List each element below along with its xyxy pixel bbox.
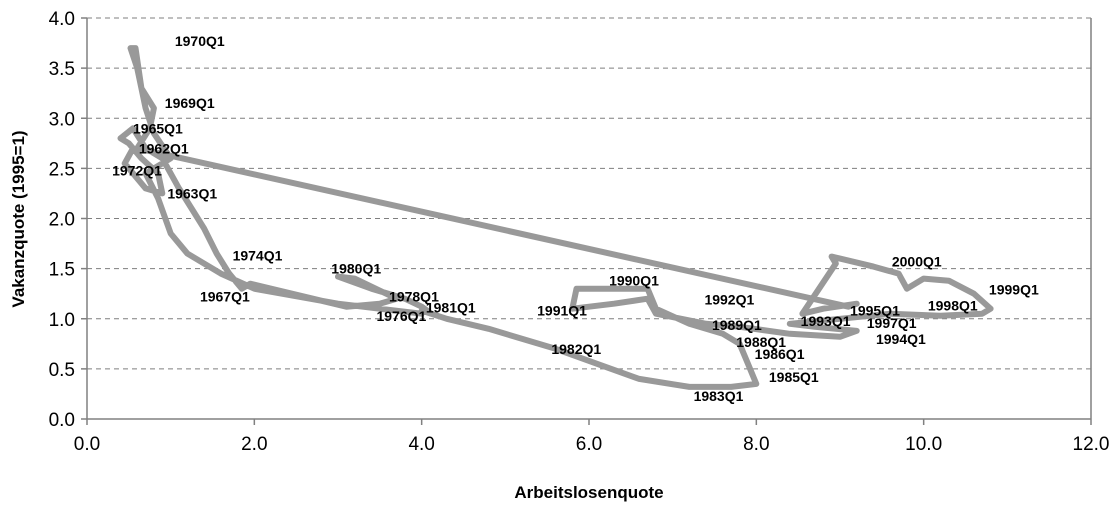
point-label-1985Q1: 1985Q1 [769,369,819,385]
y-tick-label-4: 2.0 [49,210,75,231]
point-label-1976Q1: 1976Q1 [376,308,426,324]
point-label-1991Q1: 1991Q1 [537,303,587,319]
point-label-1998Q1: 1998Q1 [928,298,978,314]
point-label-1974Q1: 1974Q1 [233,248,283,264]
y-tick-label-5: 2.5 [49,159,75,180]
point-label-1967Q1: 1967Q1 [200,289,250,305]
x-tick-label-6: 12.0 [1073,434,1110,455]
point-label-1963Q1: 1963Q1 [167,185,217,201]
point-label-1978Q1: 1978Q1 [389,289,439,305]
x-tick-label-5: 10.0 [905,434,942,455]
x-tick-label-1: 2.0 [241,434,267,455]
x-axis-title: Arbeitslosenquote [514,483,663,502]
point-label-1980Q1: 1980Q1 [331,261,381,277]
point-label-1986Q1: 1986Q1 [755,346,805,362]
point-label-1983Q1: 1983Q1 [694,388,744,404]
point-label-1972Q1: 1972Q1 [112,162,162,178]
y-tick-label-8: 4.0 [49,9,75,30]
point-label-1989Q1: 1989Q1 [712,317,762,333]
point-label-1982Q1: 1982Q1 [551,341,601,357]
x-tick-label-4: 8.0 [743,434,769,455]
series-line-0 [117,45,994,390]
axes [81,17,1092,425]
point-label-1962Q1: 1962Q1 [139,140,189,156]
y-tick-label-7: 3.5 [49,59,75,80]
point-label-1981Q1: 1981Q1 [426,300,476,316]
point-label-1965Q1: 1965Q1 [133,120,183,136]
y-tick-label-1: 0.5 [49,360,75,381]
y-tick-label-2: 1.0 [49,310,75,331]
point-label-1990Q1: 1990Q1 [609,273,659,289]
series-layer [117,45,994,390]
point-label-2000Q1: 2000Q1 [892,254,942,270]
tick-layer: 0.0 2.0 4.0 6.0 8.0 10.0 12.0 0.0 0.5 1.0 1.5 2.0 2.… [49,9,1110,455]
point-label-1969Q1: 1969Q1 [165,95,215,111]
y-tick-label-3: 1.5 [49,260,75,281]
x-tick-label-2: 4.0 [408,434,434,455]
point-label-1988Q1: 1988Q1 [736,334,786,350]
annotation-layer: 1970Q1 1969Q1 1965Q1 1962Q1 1972Q1 1963Q1 1974… [112,33,1039,404]
point-label-1995Q1: 1995Q1 [850,303,900,319]
point-label-1994Q1: 1994Q1 [876,331,926,347]
point-label-1970Q1: 1970Q1 [175,33,225,49]
x-tick-label-3: 6.0 [576,434,602,455]
y-tick-label-6: 3.0 [49,109,75,130]
point-label-1999Q1: 1999Q1 [989,282,1039,298]
point-label-1993Q1: 1993Q1 [801,313,851,329]
point-label-1992Q1: 1992Q1 [704,292,754,308]
y-tick-label-0: 0.0 [49,410,75,431]
point-label-1997Q1: 1997Q1 [867,315,917,331]
y-axis-title: Vakanzquote (1995=1) [9,130,28,307]
x-tick-label-0: 0.0 [74,434,100,455]
